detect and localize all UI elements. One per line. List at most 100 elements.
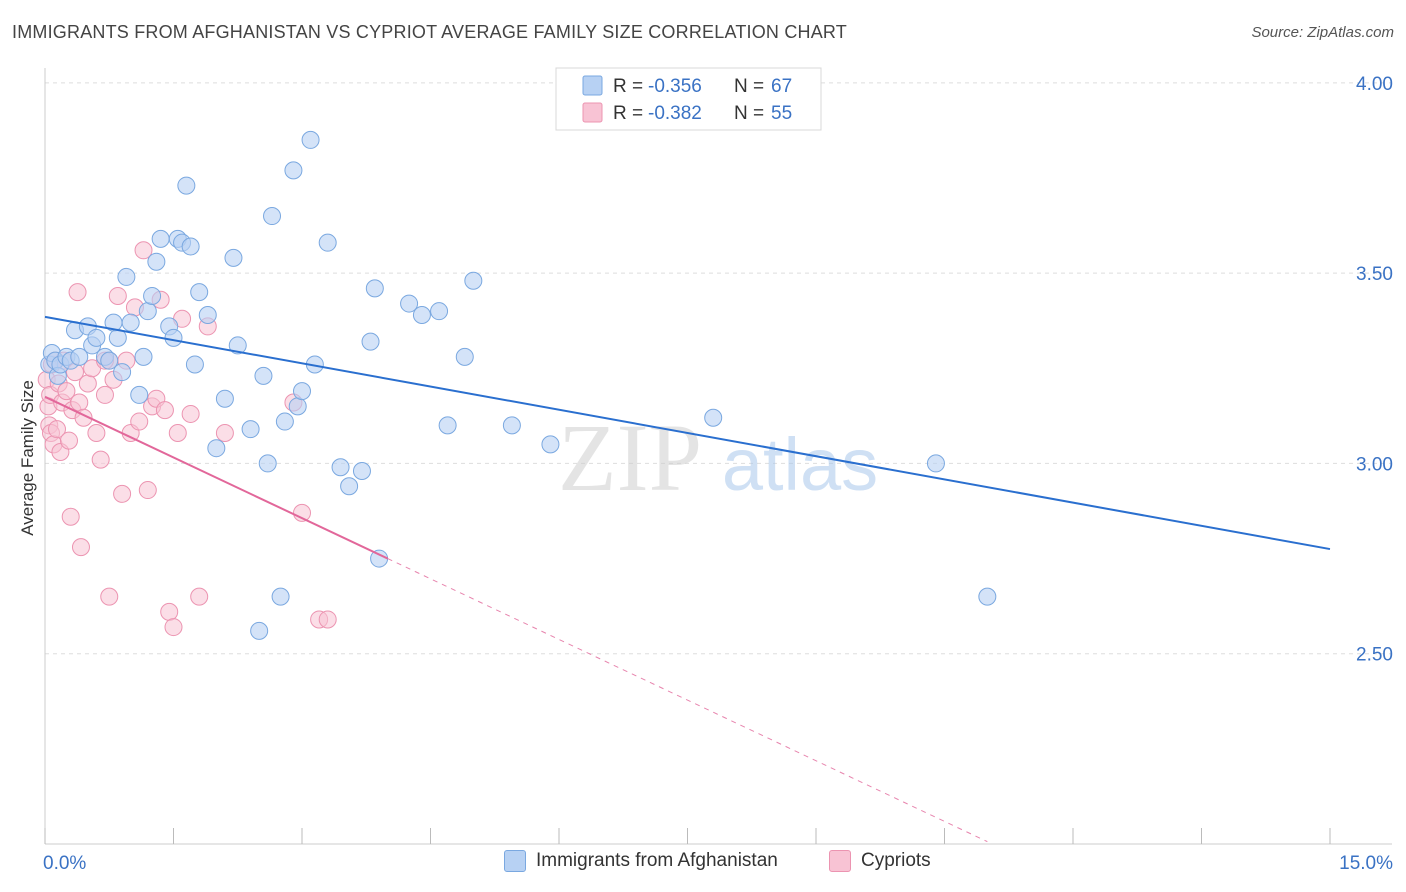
afghanistan-point	[430, 302, 449, 321]
afghanistan-point	[301, 130, 320, 149]
afghanistan-point	[464, 271, 483, 290]
legend-bottom: Immigrants from Afghanistan Cypriots	[0, 850, 1406, 880]
cypriots-trend-extension	[387, 558, 988, 843]
afghanistan-point	[978, 587, 997, 606]
cypriots-point	[164, 618, 183, 637]
afghanistan-point	[117, 267, 136, 286]
legend-label-cypriots: Cypriots	[861, 850, 931, 871]
cypriots-trend-line	[44, 395, 389, 560]
afghanistan-point	[541, 435, 560, 454]
afghanistan-point	[190, 283, 209, 302]
legend-r-value-1: -0.356	[648, 76, 702, 97]
afghanistan-point	[143, 286, 162, 305]
legend-n-value-2: 55	[771, 103, 792, 124]
cypriots-point	[130, 412, 149, 431]
tick-labels: 2.50 3.00 3.50 4.00 0.0% 15.0%	[43, 74, 1393, 874]
cypriots-point	[181, 404, 200, 423]
afghanistan-point	[340, 477, 359, 496]
y-axis-label: Average Family Size	[18, 380, 37, 536]
afghanistan-point	[70, 347, 89, 366]
afghanistan-point	[207, 439, 226, 458]
cypriots-point	[138, 481, 157, 500]
afghanistan-point	[361, 332, 380, 351]
cypriots-points	[37, 241, 337, 637]
y-tick-label: 3.50	[1356, 264, 1393, 285]
afghanistan-point	[164, 328, 183, 347]
afghanistan-point	[215, 389, 234, 408]
afghanistan-point	[130, 385, 149, 404]
afghanistan-point	[438, 416, 457, 435]
cypriots-point	[160, 602, 179, 621]
afghanistan-trend-line	[44, 315, 1331, 551]
afghanistan-point	[121, 313, 140, 332]
cypriots-point	[108, 286, 127, 305]
afghanistan-point	[258, 454, 277, 473]
afghanistan-point	[318, 233, 337, 252]
legend-swatch-afghanistan	[582, 75, 603, 96]
cypriots-point	[71, 538, 90, 557]
y-tick-label: 2.50	[1356, 645, 1393, 666]
cypriots-point	[87, 423, 106, 442]
afghanistan-point	[271, 587, 290, 606]
cypriots-point	[68, 283, 87, 302]
afghanistan-point	[352, 462, 371, 481]
afghanistan-point	[284, 161, 303, 180]
afghanistan-point	[254, 366, 273, 385]
legend-swatch-cypriots	[582, 102, 603, 123]
legend-n-label-1: N =	[734, 76, 764, 97]
afghanistan-point	[275, 412, 294, 431]
cypriots-point	[100, 587, 119, 606]
legend-r-label-2: R =	[613, 103, 643, 124]
legend-swatch-blue	[504, 850, 526, 872]
legend-label-afghanistan: Immigrants from Afghanistan	[536, 850, 778, 871]
afghanistan-point	[331, 458, 350, 477]
legend-item-cypriots: Cypriots	[829, 850, 931, 872]
axes	[44, 68, 1392, 845]
afghanistan-point	[87, 328, 106, 347]
watermark-zip: ZIP	[558, 404, 702, 511]
afghanistan-point	[293, 382, 311, 401]
cypriots-point	[155, 401, 174, 420]
chart-source: Source: ZipAtlas.com	[1251, 24, 1394, 41]
cypriots-point	[78, 374, 97, 393]
cypriots-point	[91, 450, 110, 469]
y-tick-label: 3.00	[1356, 454, 1393, 475]
trend-lines	[44, 315, 1331, 843]
legend-top: R = -0.356 N = 67 R = -0.382 N = 55	[555, 67, 822, 131]
afghanistan-point	[400, 294, 419, 313]
afghanistan-point	[100, 351, 119, 370]
afghanistan-point	[263, 207, 282, 226]
grid-lines	[45, 82, 1392, 655]
afghanistan-point	[134, 347, 153, 366]
afghanistan-point	[147, 252, 166, 271]
afghanistan-point	[151, 229, 170, 248]
legend-n-value-1: 67	[771, 76, 792, 97]
y-tick-label: 4.00	[1356, 74, 1393, 95]
afghanistan-point	[177, 176, 196, 195]
afghanistan-point	[412, 305, 431, 324]
cypriots-point	[59, 431, 78, 450]
afghanistan-point	[228, 336, 247, 355]
afghanistan-point	[455, 347, 474, 366]
cypriots-point	[168, 423, 187, 442]
afghanistan-point	[926, 454, 945, 473]
cypriots-point	[215, 423, 234, 442]
afghanistan-point	[502, 416, 521, 435]
afghanistan-point	[185, 355, 204, 374]
afghanistan-point	[241, 420, 260, 439]
legend-n-label-2: N =	[734, 103, 764, 124]
afghanistan-point	[365, 279, 384, 298]
cypriots-point	[70, 393, 89, 412]
legend-r-value-2: -0.382	[648, 103, 702, 124]
cypriots-point	[95, 385, 114, 404]
afghanistan-point	[704, 408, 723, 427]
cypriots-point	[190, 587, 209, 606]
afghanistan-point	[288, 397, 307, 416]
legend-swatch-pink	[829, 850, 851, 872]
afghanistan-point	[181, 237, 200, 256]
x-tick-label-min: 0.0%	[43, 853, 86, 874]
cypriots-point	[134, 241, 153, 260]
afghanistan-point	[224, 248, 243, 267]
cypriots-point	[47, 420, 66, 439]
